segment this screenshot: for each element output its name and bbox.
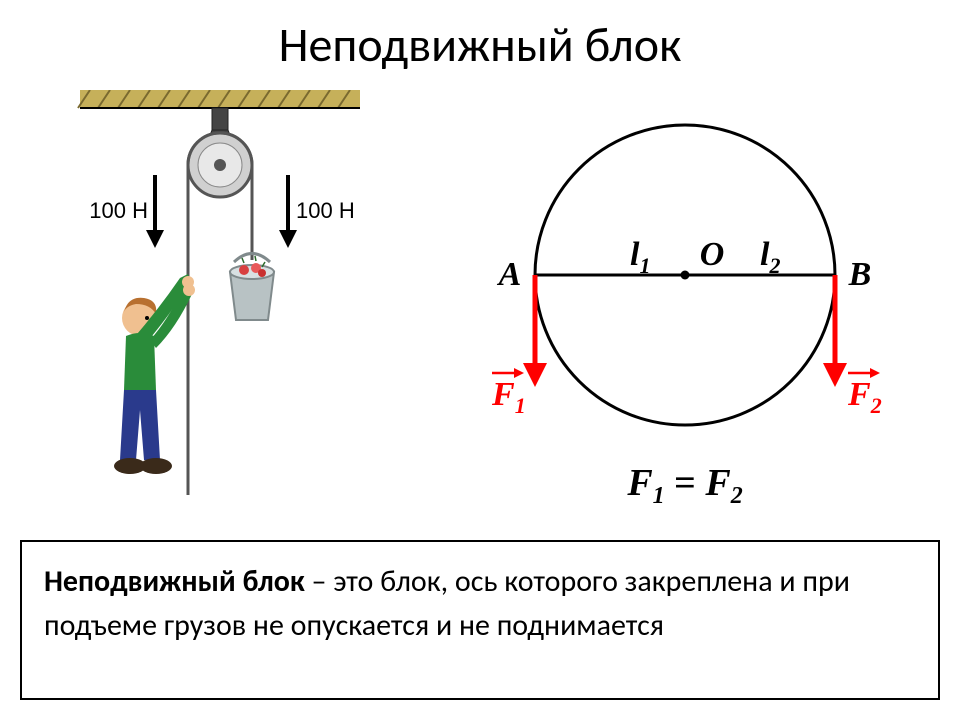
label-a: A — [497, 256, 522, 293]
force-arrow-right: 100 Н — [279, 175, 355, 248]
label-o: O — [700, 236, 725, 273]
svg-text:l2: l2 — [760, 236, 780, 278]
label-f1: F1 — [491, 368, 526, 418]
bucket — [230, 254, 274, 321]
label-b: B — [848, 256, 872, 293]
page-title: Неподвижный блок — [0, 15, 960, 74]
label-f2: F2 — [847, 368, 882, 418]
label-l2: l2 — [760, 236, 780, 278]
force-arrow-left: 100 Н — [89, 175, 164, 248]
force-left-label: 100 Н — [89, 198, 148, 223]
definition-term: Неподвижный блок — [44, 563, 305, 600]
pulley-illustration: 100 Н 100 Н — [40, 90, 400, 510]
lever-diagram: A B O l1 l2 F1 F2 — [460, 85, 910, 515]
ceiling — [78, 90, 360, 108]
label-l1: l1 — [630, 236, 650, 278]
svg-text:F1: F1 — [491, 376, 526, 418]
svg-text:F2: F2 — [847, 376, 882, 418]
svg-text:l1: l1 — [630, 236, 650, 278]
force-f2-arrow — [823, 275, 847, 387]
man-figure — [114, 274, 195, 474]
force-right-label: 100 Н — [296, 198, 355, 223]
definition-box: Неподвижный блок – это блок, ось которог… — [20, 540, 940, 700]
force-f1-arrow — [523, 275, 547, 387]
equation: F1 = F2 — [626, 462, 742, 509]
center-point — [681, 271, 690, 280]
svg-text:F1 = F2: F1 = F2 — [626, 462, 742, 509]
